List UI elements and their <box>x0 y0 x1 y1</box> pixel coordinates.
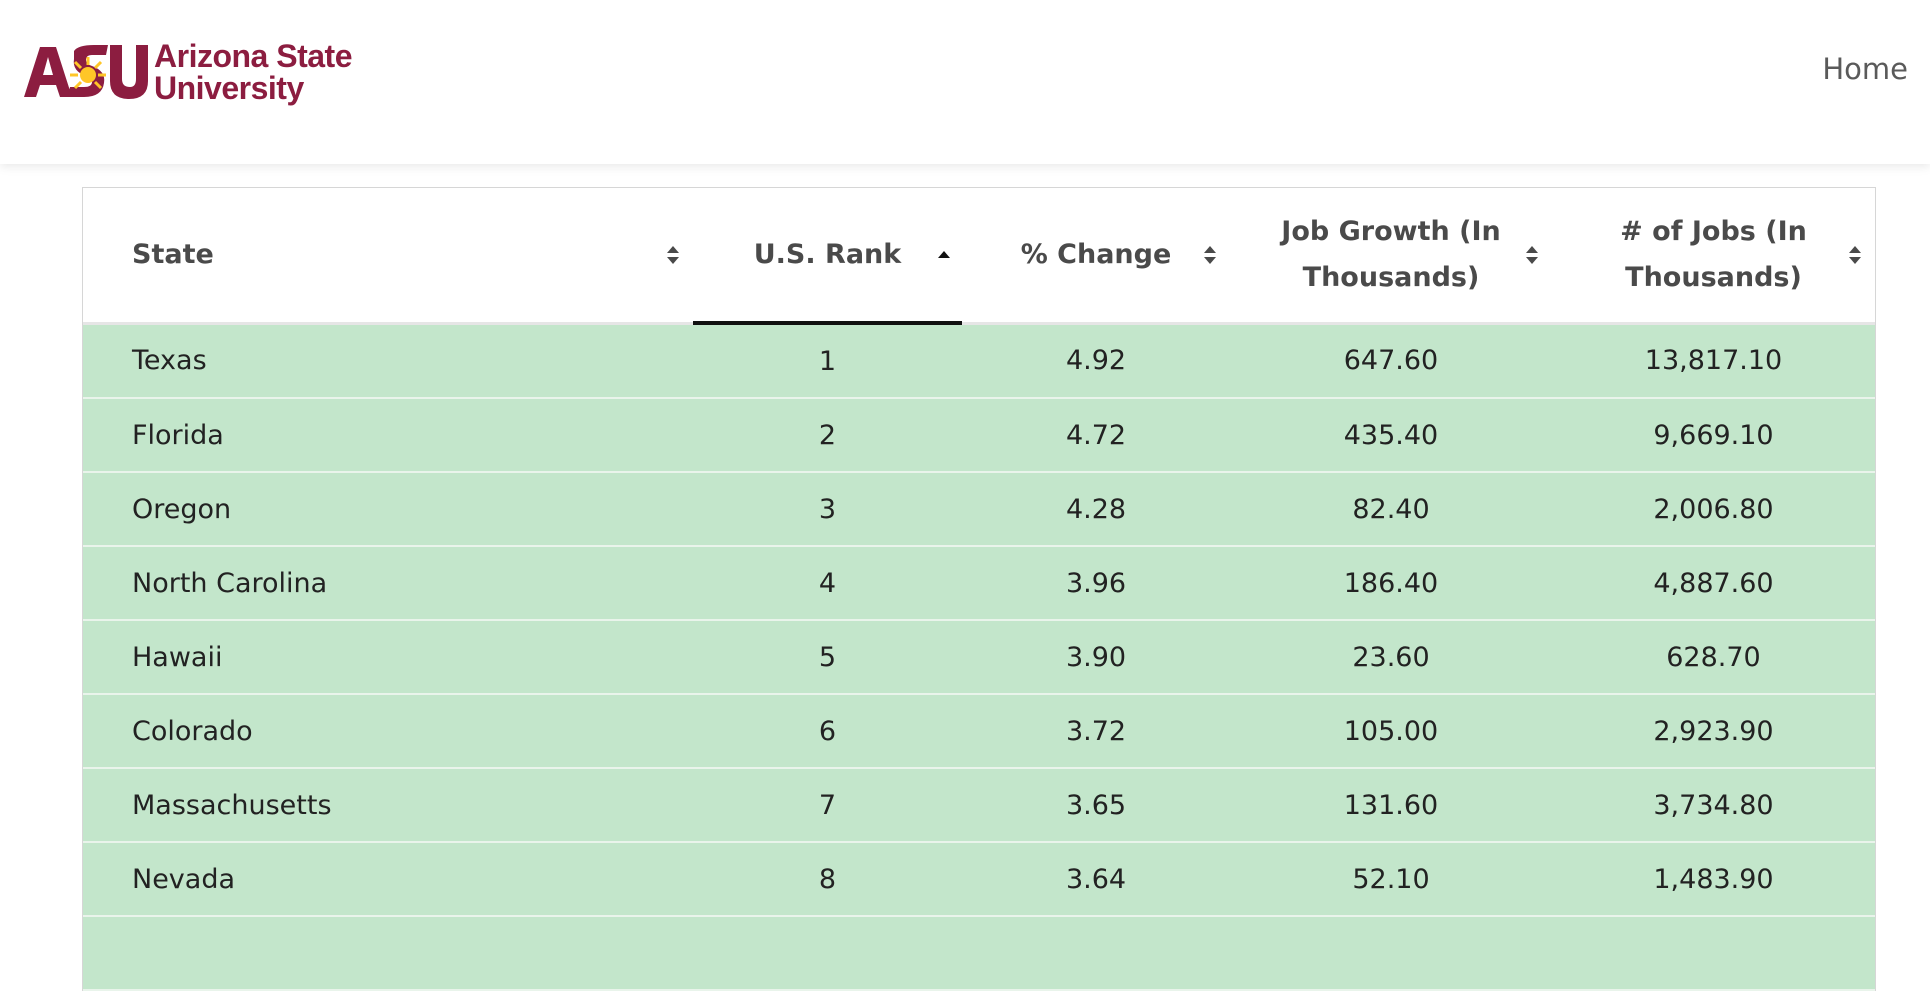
cell-percent-change: 4.72 <box>962 398 1230 473</box>
cell-state: Texas <box>83 323 693 399</box>
cell-us-rank: 7 <box>693 768 962 843</box>
cell-percent-change: 3.72 <box>962 694 1230 769</box>
cell-number-of-jobs: 2,006.80 <box>1552 472 1875 547</box>
cell-state: Oregon <box>83 472 693 547</box>
logo-text-line2: University <box>154 70 304 106</box>
cell-percent-change: 3.96 <box>962 546 1230 621</box>
asu-logo[interactable]: Arizona State University <box>22 40 352 104</box>
table-body: Texas 1 4.92 647.60 13,817.10 Florida 2 … <box>83 323 1875 991</box>
cell-job-growth: 52.10 <box>1230 842 1552 917</box>
job-growth-table-container: State U.S. Rank % Change <box>82 187 1876 991</box>
cell-us-rank: 4 <box>693 546 962 621</box>
cell-job-growth: 435.40 <box>1230 398 1552 473</box>
cell-number-of-jobs: 3,734.80 <box>1552 768 1875 843</box>
table-row: Florida 2 4.72 435.40 9,669.10 <box>83 398 1875 473</box>
table-row: Colorado 6 3.72 105.00 2,923.90 <box>83 694 1875 769</box>
cell-us-rank: 8 <box>693 842 962 917</box>
column-header-label: State <box>132 238 214 270</box>
cell-state: Hawaii <box>83 620 693 695</box>
site-header: Arizona State University Home <box>0 0 1930 164</box>
cell-number-of-jobs: 1,483.90 <box>1552 842 1875 917</box>
sort-ascending-icon <box>938 250 950 258</box>
table-row <box>83 916 1875 991</box>
cell-percent-change: 4.92 <box>962 323 1230 399</box>
column-header-job-growth[interactable]: Job Growth (In Thousands) <box>1230 188 1552 325</box>
cell-us-rank: 2 <box>693 398 962 473</box>
sort-both-icon <box>667 245 679 264</box>
cell-state <box>83 916 693 991</box>
cell-state: North Carolina <box>83 546 693 621</box>
cell-job-growth: 186.40 <box>1230 546 1552 621</box>
cell-state: Massachusetts <box>83 768 693 843</box>
sort-both-icon <box>1204 245 1216 264</box>
cell-job-growth: 23.60 <box>1230 620 1552 695</box>
column-header-label: % Change <box>1020 238 1172 270</box>
cell-us-rank: 5 <box>693 620 962 695</box>
column-header-label: Job Growth (In Thousands) <box>1281 215 1501 293</box>
table-row: Hawaii 5 3.90 23.60 628.70 <box>83 620 1875 695</box>
sunburst-icon <box>24 45 148 99</box>
cell-number-of-jobs: 628.70 <box>1552 620 1875 695</box>
cell-job-growth: 647.60 <box>1230 323 1552 399</box>
cell-state: Florida <box>83 398 693 473</box>
logo-text-line1: Arizona State <box>154 38 352 74</box>
cell-number-of-jobs: 13,817.10 <box>1552 323 1875 399</box>
cell-number-of-jobs: 2,923.90 <box>1552 694 1875 769</box>
cell-us-rank: 6 <box>693 694 962 769</box>
job-growth-table: State U.S. Rank % Change <box>83 188 1875 991</box>
table-row: Texas 1 4.92 647.60 13,817.10 <box>83 323 1875 399</box>
cell-us-rank: 3 <box>693 472 962 547</box>
cell-percent-change: 3.90 <box>962 620 1230 695</box>
cell-job-growth <box>1230 916 1552 991</box>
cell-percent-change: 3.64 <box>962 842 1230 917</box>
table-row: North Carolina 4 3.96 186.40 4,887.60 <box>83 546 1875 621</box>
cell-state: Colorado <box>83 694 693 769</box>
cell-us-rank: 1 <box>693 323 962 399</box>
cell-job-growth: 82.40 <box>1230 472 1552 547</box>
cell-percent-change <box>962 916 1230 991</box>
cell-number-of-jobs: 9,669.10 <box>1552 398 1875 473</box>
cell-job-growth: 105.00 <box>1230 694 1552 769</box>
table-row: Nevada 8 3.64 52.10 1,483.90 <box>83 842 1875 917</box>
column-header-us-rank[interactable]: U.S. Rank <box>693 188 962 325</box>
sort-both-icon <box>1526 245 1538 264</box>
nav-home-link[interactable]: Home <box>1822 52 1908 86</box>
column-header-number-of-jobs[interactable]: # of Jobs (In Thousands) <box>1552 188 1875 325</box>
cell-percent-change: 4.28 <box>962 472 1230 547</box>
asu-logo-mark <box>22 41 150 103</box>
column-header-label: # of Jobs (In Thousands) <box>1620 215 1807 293</box>
table-row: Oregon 3 4.28 82.40 2,006.80 <box>83 472 1875 547</box>
logo-wordmark: Arizona State University <box>154 40 352 104</box>
cell-us-rank <box>693 916 962 991</box>
column-header-state[interactable]: State <box>83 188 693 325</box>
cell-state: Nevada <box>83 842 693 917</box>
cell-number-of-jobs <box>1552 916 1875 991</box>
cell-number-of-jobs: 4,887.60 <box>1552 546 1875 621</box>
sort-both-icon <box>1849 245 1861 264</box>
cell-job-growth: 131.60 <box>1230 768 1552 843</box>
table-header-row: State U.S. Rank % Change <box>83 188 1875 325</box>
column-header-label: U.S. Rank <box>753 238 902 270</box>
cell-percent-change: 3.65 <box>962 768 1230 843</box>
column-header-percent-change[interactable]: % Change <box>962 188 1230 325</box>
table-row: Massachusetts 7 3.65 131.60 3,734.80 <box>83 768 1875 843</box>
